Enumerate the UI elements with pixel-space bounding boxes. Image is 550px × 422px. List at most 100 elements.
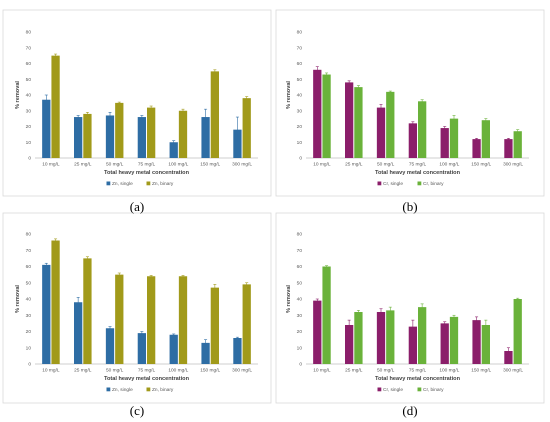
- bar-zn-binary-3: [115, 102, 124, 158]
- y-tick-label: 0: [299, 156, 302, 162]
- error-bar: [85, 112, 89, 116]
- error-bar: [54, 238, 58, 243]
- error-bar: [315, 298, 319, 303]
- bar-zn-binary-3: [115, 274, 124, 364]
- y-tick-label: 40: [26, 297, 32, 303]
- y-tick-label: 70: [297, 45, 303, 51]
- error-bar: [443, 321, 447, 325]
- error-bar: [506, 347, 510, 355]
- legend-swatch: [106, 181, 111, 186]
- error-bar: [411, 121, 415, 125]
- error-bar: [443, 126, 447, 130]
- y-tick-label: 80: [297, 232, 303, 238]
- x-tick-label: 50 mg/L: [106, 162, 124, 168]
- y-tick-label: 80: [297, 30, 303, 36]
- x-tick-label: 300 mg/L: [232, 368, 252, 374]
- bar-zn-binary-5: [178, 110, 188, 158]
- x-tick-label: 100 mg/L: [439, 162, 459, 168]
- x-tick-label: 100 mg/L: [439, 368, 459, 374]
- bar-cr-single-7: [504, 351, 513, 364]
- error-bar: [54, 53, 58, 58]
- bar-zn-binary-4: [147, 276, 156, 364]
- y-tick-label: 50: [26, 280, 32, 286]
- x-axis-title: Total heavy metal concentration: [104, 376, 190, 382]
- error-bar: [117, 101, 121, 104]
- y-tick-label: 20: [297, 329, 303, 335]
- bar-cr-single-7: [504, 139, 513, 158]
- y-tick-label: 60: [297, 264, 303, 270]
- y-axis-title: % removal: [286, 285, 292, 313]
- error-bar: [117, 272, 121, 277]
- y-tick-label: 50: [297, 280, 303, 286]
- x-axis-title: Total heavy metal concentration: [375, 376, 461, 382]
- legend: Cr, single Cr, binary: [377, 181, 444, 187]
- bar-cr-binary-6: [481, 325, 490, 364]
- error-bar: [108, 326, 112, 330]
- error-bar: [452, 115, 456, 122]
- y-tick-label: 0: [299, 362, 302, 368]
- x-tick-label: 10 mg/L: [42, 368, 60, 374]
- y-tick-label: 50: [26, 77, 32, 83]
- x-tick-label: 10 mg/L: [42, 162, 60, 168]
- y-tick-label: 30: [26, 313, 32, 319]
- error-bar: [475, 316, 479, 324]
- bar-cr-binary-7: [513, 299, 522, 364]
- y-tick-label: 60: [26, 264, 32, 270]
- error-bar: [379, 104, 383, 111]
- error-bar: [149, 275, 153, 278]
- y-tick-label: 80: [26, 232, 32, 238]
- x-tick-label: 300 mg/L: [503, 162, 523, 168]
- legend-swatch: [146, 181, 151, 186]
- bar-cr-binary-2: [354, 87, 363, 158]
- bar-cr-single-2: [345, 325, 354, 364]
- x-tick-label: 25 mg/L: [345, 162, 363, 168]
- y-tick-label: 40: [297, 297, 303, 303]
- y-tick-label: 10: [297, 140, 303, 146]
- error-bar: [484, 319, 488, 330]
- error-bar: [76, 115, 80, 119]
- error-bar: [172, 333, 176, 336]
- bar-zn-single-7: [233, 338, 242, 364]
- y-axis-title: % removal: [15, 81, 21, 109]
- bar-zn-binary-6: [210, 287, 219, 364]
- error-bar: [172, 140, 176, 144]
- bar-cr-single-6: [472, 320, 481, 364]
- legend-swatch: [377, 387, 382, 392]
- error-bar: [420, 303, 424, 311]
- y-tick-label: 70: [26, 45, 32, 51]
- error-bar: [44, 94, 48, 105]
- bar-cr-single-4: [408, 326, 417, 364]
- legend-label: Cr, binary: [423, 181, 444, 187]
- legend: Zn, single Zn, binary: [106, 181, 174, 187]
- bar-zn-single-4: [137, 117, 146, 158]
- error-bar: [347, 319, 351, 330]
- bar-zn-binary-2: [83, 258, 92, 364]
- error-bar: [506, 138, 510, 140]
- y-tick-label: 20: [297, 124, 303, 130]
- legend-label: Cr, single: [383, 181, 403, 187]
- bar-zn-single-4: [137, 333, 146, 364]
- y-tick-label: 10: [26, 140, 32, 146]
- bar-cr-single-6: [472, 139, 481, 158]
- error-bar: [140, 115, 144, 119]
- error-bar: [356, 85, 360, 89]
- bar-cr-binary-5: [449, 316, 459, 364]
- legend-swatch: [106, 387, 111, 392]
- x-tick-label: 75 mg/L: [138, 162, 156, 168]
- error-bar: [235, 336, 239, 339]
- x-axis-title: Total heavy metal concentration: [375, 170, 461, 176]
- bar-cr-binary-5: [449, 118, 459, 158]
- legend-label: Zn, binary: [152, 181, 174, 187]
- error-bar: [516, 297, 520, 300]
- legend-swatch: [377, 181, 382, 186]
- y-axis-title: % removal: [286, 81, 292, 109]
- legend-label: Cr, single: [383, 387, 403, 393]
- error-bar: [420, 99, 424, 103]
- x-tick-label: 150 mg/L: [200, 368, 220, 374]
- y-tick-label: 0: [28, 362, 31, 368]
- bar-zn-binary-5: [178, 276, 188, 364]
- y-tick-label: 60: [297, 61, 303, 67]
- x-tick-label: 75 mg/L: [409, 162, 427, 168]
- bar-zn-binary-7: [242, 284, 251, 364]
